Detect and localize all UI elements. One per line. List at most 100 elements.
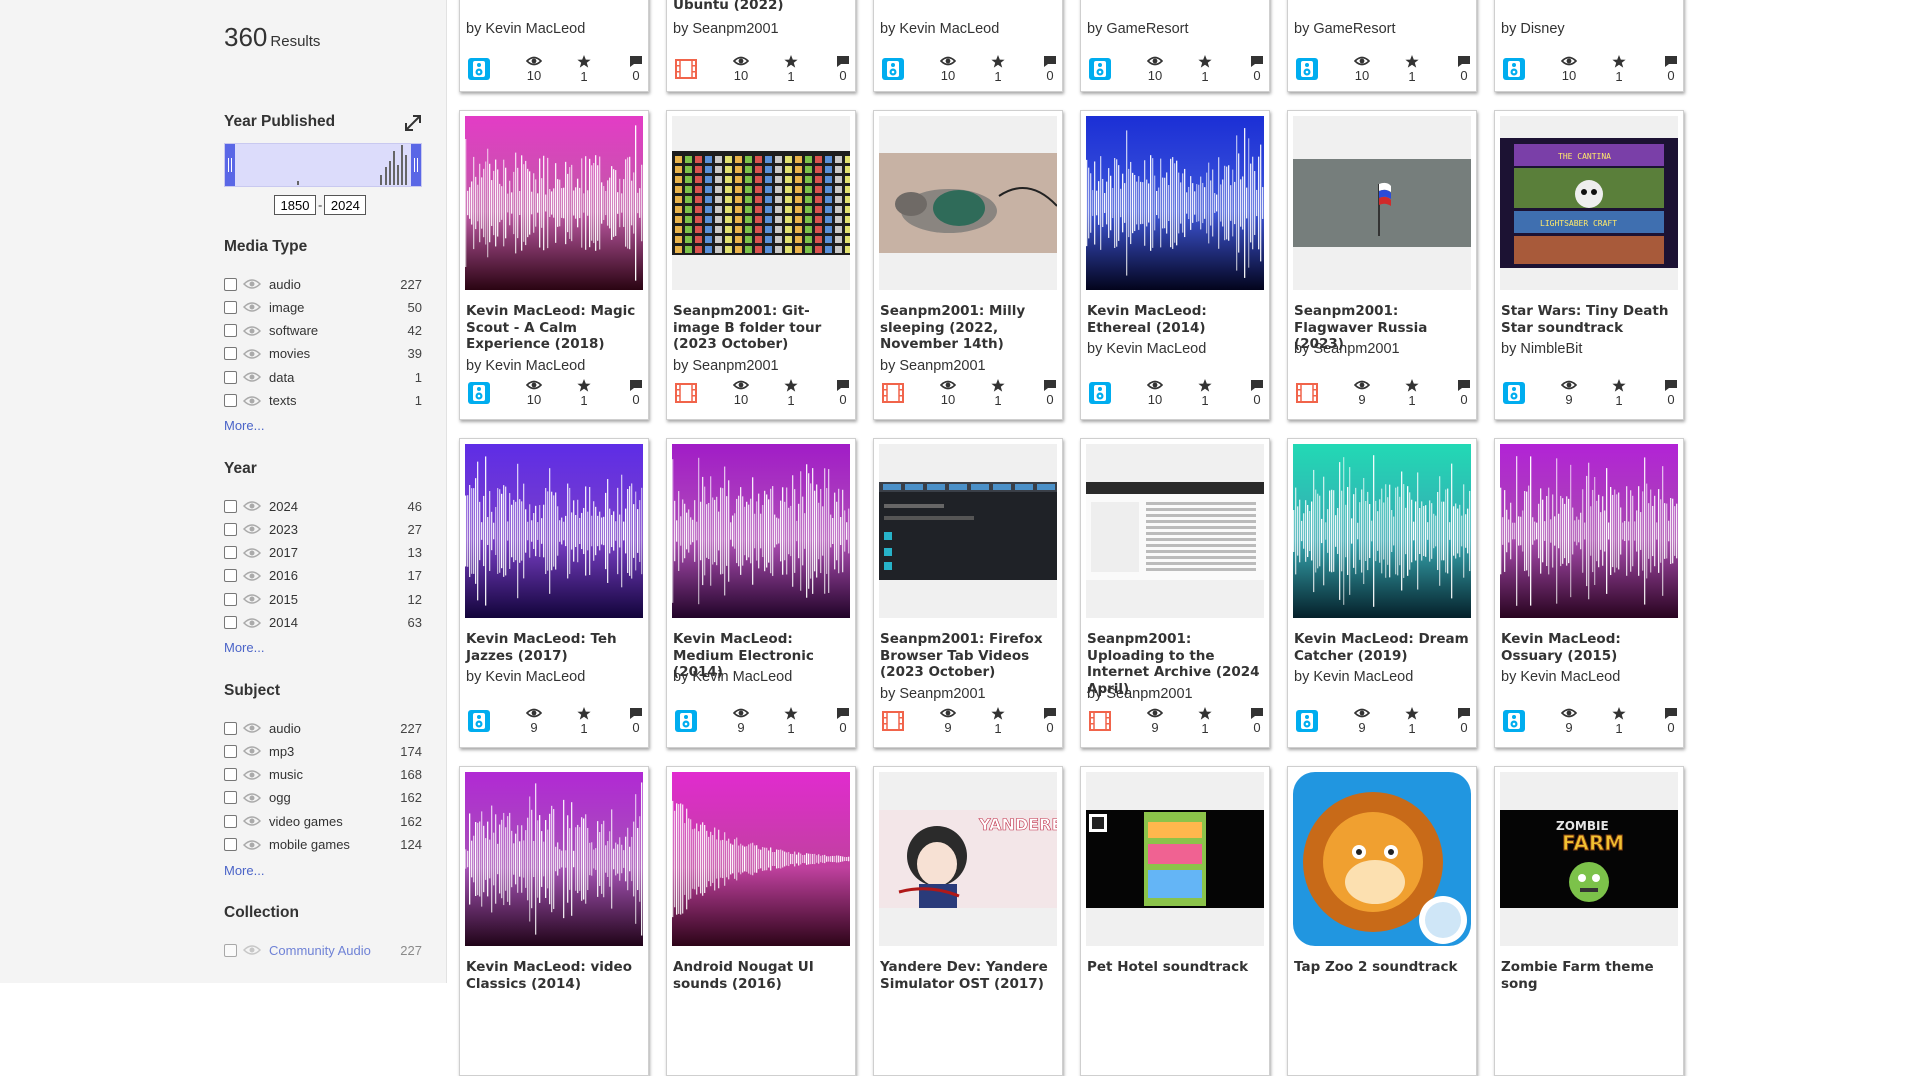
eye-icon[interactable]: [243, 593, 261, 605]
movies-type-icon[interactable]: [1089, 710, 1111, 732]
year-max-input[interactable]: [324, 195, 367, 215]
thumbnail-image[interactable]: [1293, 116, 1471, 290]
thumbnail-image[interactable]: THE CANTINA LIGHTSABER CRAFT: [1500, 116, 1678, 290]
item-title[interactable]: Install Steam on Ubuntu (2022): [673, 0, 784, 12]
item-title[interactable]: [1294, 0, 1474, 12]
subject-facet-row[interactable]: music 168: [224, 765, 422, 785]
result-tile[interactable]: Kevin MacLeod: Dream Catcher (2019) by Ke…: [1287, 438, 1477, 748]
thumbnail-image[interactable]: [672, 772, 850, 946]
thumbnail[interactable]: [672, 444, 850, 618]
eye-icon[interactable]: [243, 815, 261, 827]
movies-type-icon[interactable]: [675, 58, 697, 80]
thumbnail[interactable]: [465, 116, 643, 290]
result-tile[interactable]: Seanpm2001: Firefox Browser Tab Videos (…: [873, 438, 1063, 748]
eye-icon[interactable]: [243, 523, 261, 535]
item-title[interactable]: Kevin MacLeod: Dream Catcher (2019): [1294, 631, 1469, 664]
thumbnail-image[interactable]: [1086, 772, 1264, 946]
item-title[interactable]: Star Wars: Tiny Death Star soundtrack: [1501, 303, 1669, 336]
audio-type-icon[interactable]: [1503, 710, 1525, 732]
eye-icon[interactable]: [243, 745, 261, 757]
audio-type-icon[interactable]: [468, 58, 490, 80]
facet-checkbox[interactable]: [224, 744, 237, 758]
item-title[interactable]: Kevin MacLeod: Teh Jazzes (2017): [466, 631, 617, 664]
eye-icon[interactable]: [243, 617, 261, 629]
result-tile[interactable]: ZOMBIE FARM Zombie Farm theme song: [1494, 766, 1684, 1076]
thumbnail-image[interactable]: [465, 772, 643, 946]
thumbnail-image[interactable]: [879, 116, 1057, 290]
thumbnail-image[interactable]: YANDERE: [879, 772, 1057, 946]
item-title[interactable]: Seanpm2001: Milly sleeping (2022, Novemb…: [880, 303, 1026, 352]
result-tile[interactable]: Seanpm2001: Git-image B folder tour (202…: [666, 110, 856, 420]
result-tile[interactable]: Seanpm2001: Milly sleeping (2022, Novemb…: [873, 110, 1063, 420]
year-more-link[interactable]: More...: [224, 640, 265, 655]
facet-checkbox[interactable]: [224, 616, 237, 629]
audio-type-icon[interactable]: [468, 710, 490, 732]
year-histogram[interactable]: [224, 143, 422, 187]
item-creator[interactable]: by Kevin MacLeod: [1501, 669, 1621, 685]
item-creator[interactable]: by Kevin MacLeod: [1087, 341, 1207, 357]
audio-type-icon[interactable]: [468, 382, 490, 404]
item-title[interactable]: Pet Hotel soundtrack: [1087, 959, 1249, 975]
year-facet-row[interactable]: 2024 46: [224, 496, 422, 516]
audio-type-icon[interactable]: [1503, 382, 1525, 404]
subject-more-link[interactable]: More...: [224, 863, 265, 878]
facet-checkbox[interactable]: [224, 347, 237, 361]
item-title[interactable]: Seanpm2001: Uploading to the Internet Ar…: [1087, 631, 1260, 697]
year-facet-row[interactable]: 2015 12: [224, 589, 422, 609]
result-tile[interactable]: THE CANTINA LIGHTSABER CRAFT Star Wars: Ti…: [1494, 110, 1684, 420]
media-type-facet-row[interactable]: movies 39: [224, 344, 422, 364]
subject-facet-row[interactable]: audio 227: [224, 718, 422, 738]
facet-checkbox[interactable]: [224, 814, 237, 828]
year-min-input[interactable]: [274, 195, 316, 215]
audio-type-icon[interactable]: [1296, 710, 1318, 732]
eye-icon[interactable]: [243, 547, 261, 559]
subject-facet-row[interactable]: ogg 162: [224, 788, 422, 808]
item-creator[interactable]: by Kevin MacLeod: [466, 669, 586, 685]
facet-checkbox[interactable]: [224, 300, 237, 314]
thumbnail[interactable]: [1293, 772, 1471, 946]
year-facet-row[interactable]: 2023 27: [224, 519, 422, 539]
thumbnail-image[interactable]: [1293, 772, 1471, 946]
item-creator[interactable]: by Kevin MacLeod: [466, 21, 586, 37]
facet-checkbox[interactable]: [224, 324, 237, 338]
item-creator[interactable]: by Kevin MacLeod: [1294, 669, 1414, 685]
expand-histogram-icon[interactable]: [404, 114, 422, 132]
item-creator[interactable]: by Seanpm2001: [673, 21, 779, 37]
media-type-more-link[interactable]: More...: [224, 418, 265, 433]
item-creator[interactable]: by Kevin MacLeod: [880, 21, 1000, 37]
thumbnail[interactable]: [1086, 116, 1264, 290]
eye-icon[interactable]: [243, 395, 261, 407]
result-tile[interactable]: Tap Zoo 2 soundtrack: [1287, 766, 1477, 1076]
year-facet-row[interactable]: 2017 13: [224, 543, 422, 563]
item-creator[interactable]: by GameResort: [1087, 21, 1189, 37]
thumbnail-image[interactable]: [1086, 444, 1264, 618]
item-title[interactable]: Electronic (2014): [466, 0, 646, 12]
audio-type-icon[interactable]: [882, 58, 904, 80]
thumbnail-image[interactable]: [879, 444, 1057, 618]
facet-checkbox[interactable]: [224, 546, 237, 560]
thumbnail-image[interactable]: [1500, 444, 1678, 618]
item-creator[interactable]: by Seanpm2001: [1294, 341, 1400, 357]
item-title[interactable]: Yandere Dev: Yandere Simulator OST (2017…: [880, 959, 1048, 992]
movies-type-icon[interactable]: [675, 382, 697, 404]
item-creator[interactable]: by Seanpm2001: [880, 685, 986, 702]
histogram-max-handle[interactable]: [411, 144, 421, 186]
facet-checkbox[interactable]: [224, 768, 237, 782]
thumbnail-image[interactable]: [465, 444, 643, 618]
eye-icon[interactable]: [243, 944, 261, 956]
collection-facet-row[interactable]: Community Audio 227: [224, 940, 422, 960]
audio-type-icon[interactable]: [1503, 58, 1525, 80]
facet-checkbox[interactable]: [224, 838, 237, 851]
thumbnail[interactable]: [672, 772, 850, 946]
histogram-min-handle[interactable]: [225, 144, 235, 186]
item-title[interactable]: Kevin MacLeod: Medium Electronic (2014): [673, 631, 814, 680]
facet-checkbox[interactable]: [224, 394, 237, 407]
result-tile[interactable]: Kevin MacLeod: Medium Electronic (2014) b…: [666, 438, 856, 748]
facet-checkbox[interactable]: [224, 370, 237, 384]
eye-icon[interactable]: [243, 769, 261, 781]
media-type-facet-row[interactable]: data 1: [224, 367, 422, 387]
